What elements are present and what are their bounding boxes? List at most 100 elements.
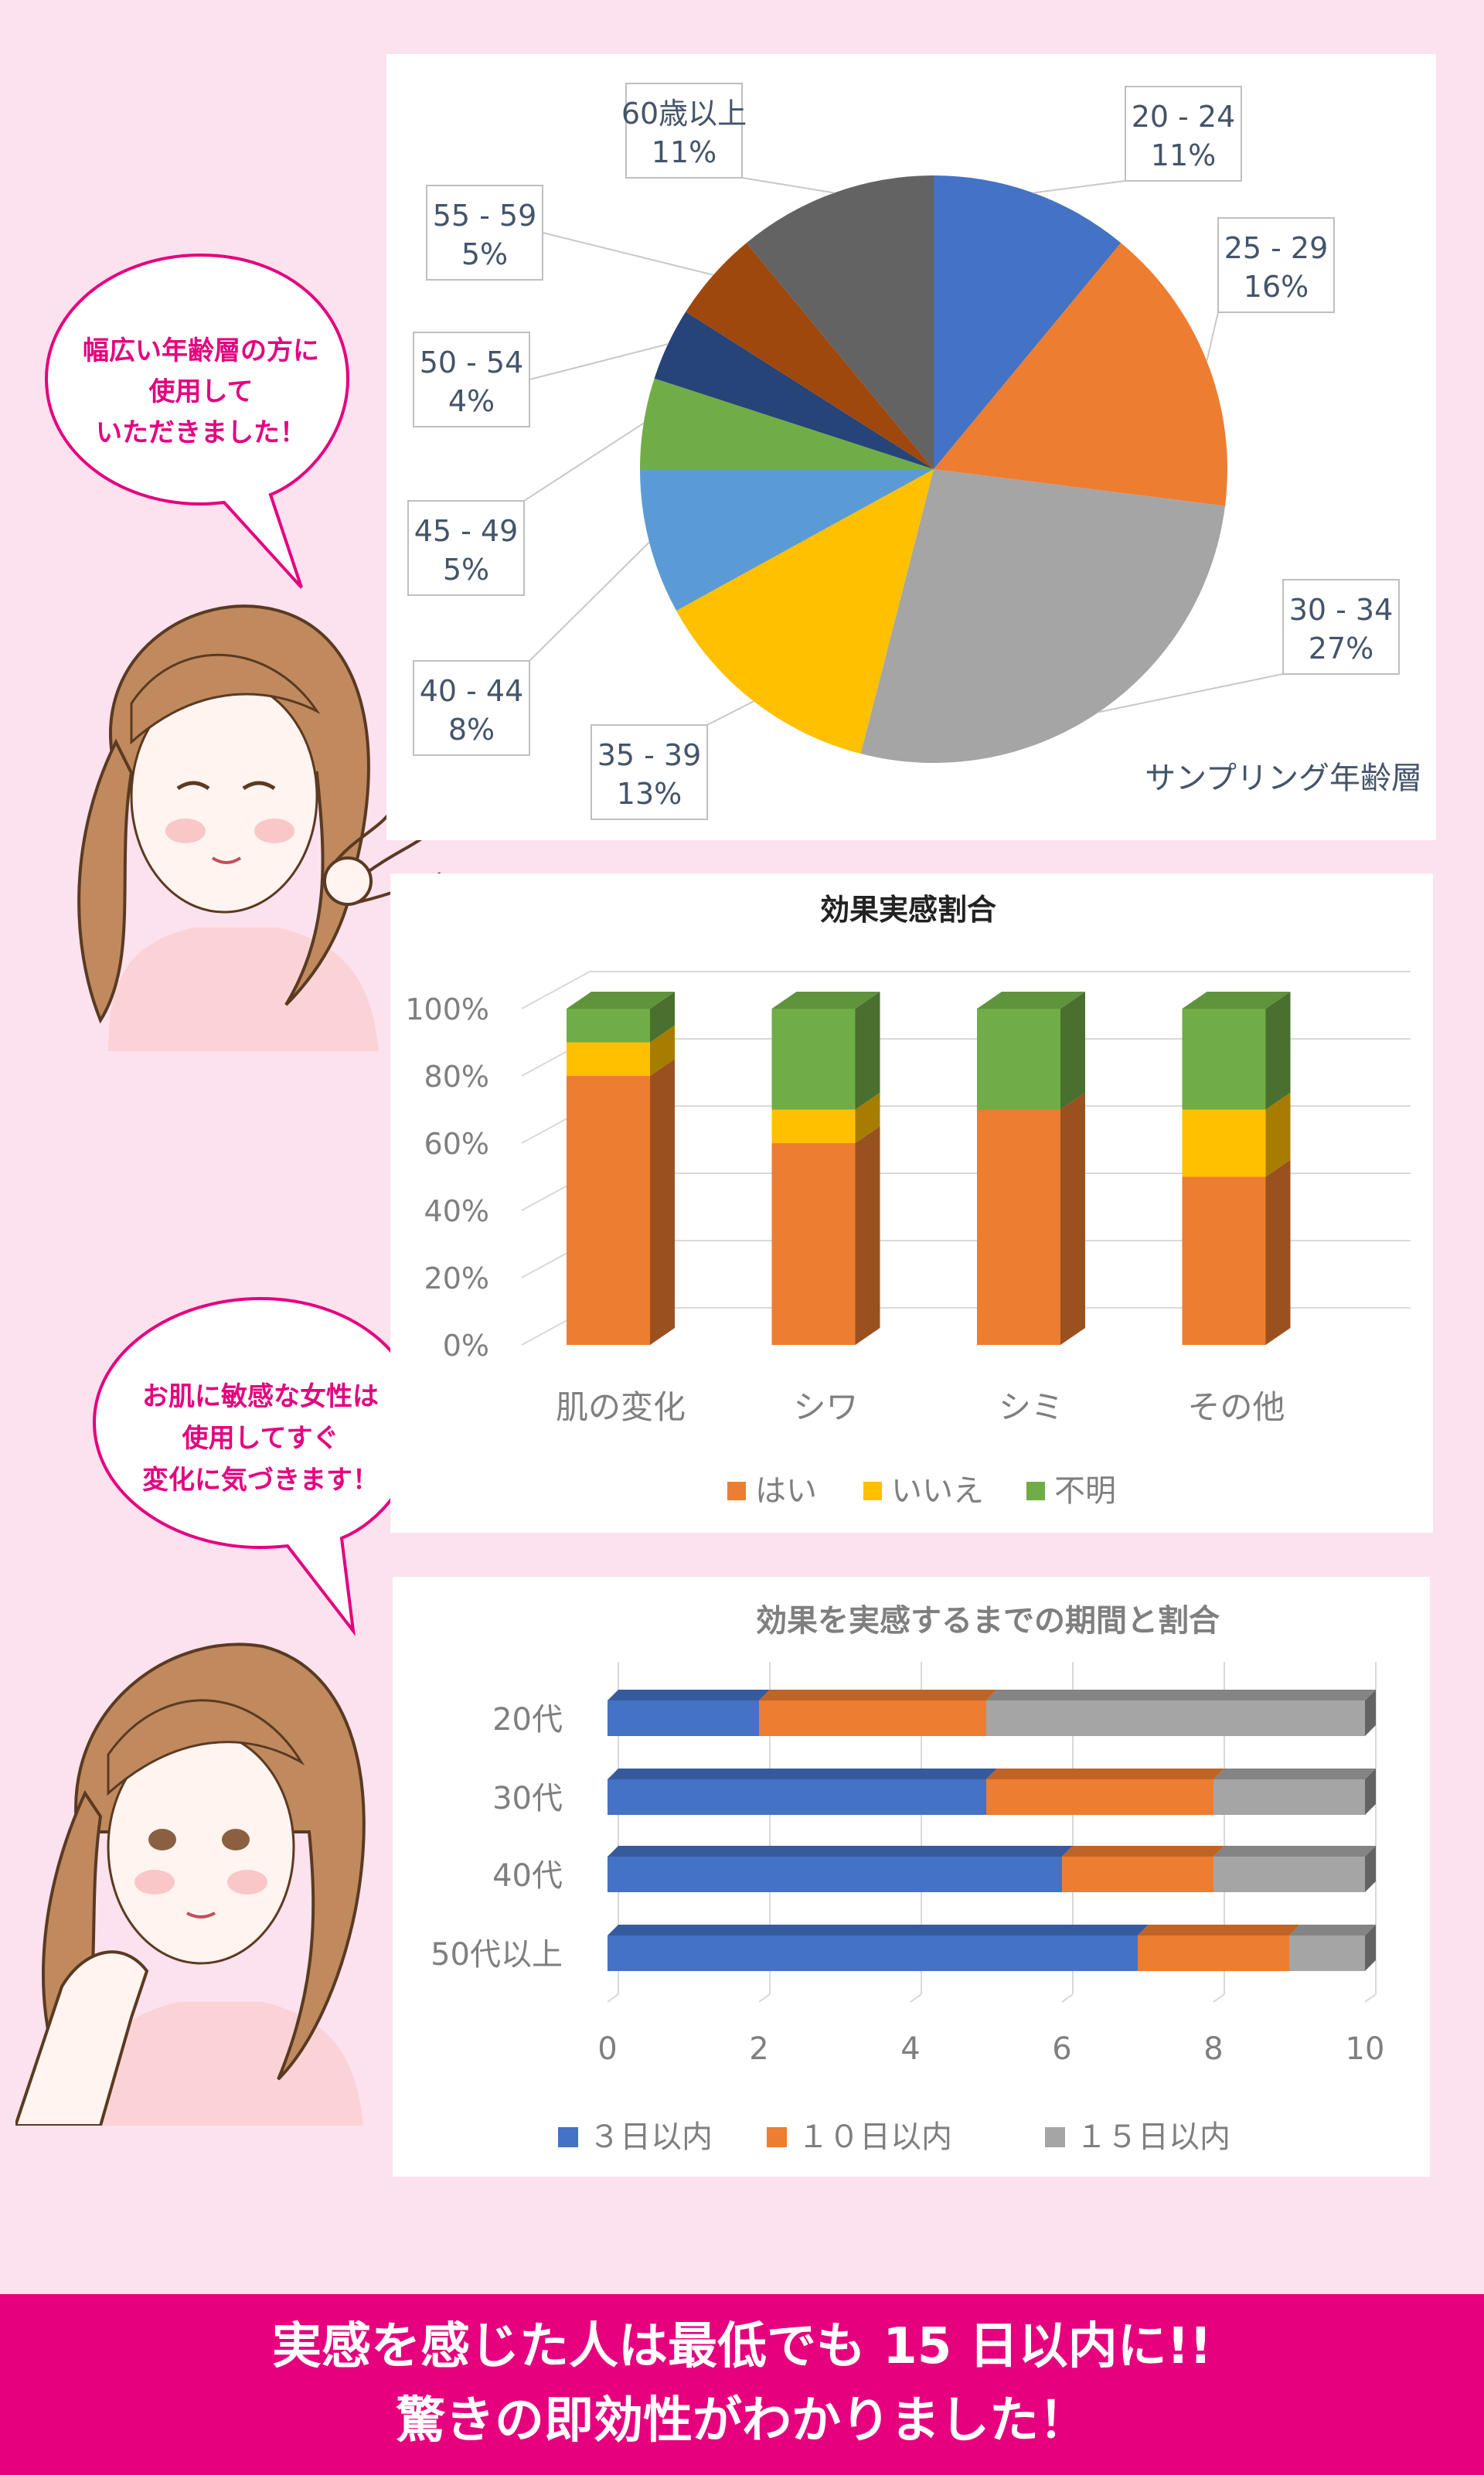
pie-label-box-5 <box>407 500 525 596</box>
effect-ytick-2: 40% <box>424 1194 489 1228</box>
effect-bar-1-0 <box>771 1143 856 1345</box>
period-legend-label-1: １０日以内 <box>798 2119 952 2155</box>
period-bar-0-2 <box>986 1700 1365 1736</box>
pie-chart-panel: 20 - 24 11% 25 - 29 16% 30 - 34 27% 35 - 39 13%… <box>386 54 1436 840</box>
speech-bubble-1: 幅広い年齢層の方に 使用して いただきました！ <box>44 253 350 589</box>
summary-banner: 実感を感じた人は最低でも 15 日以内に!! 驚きの即効性がわかりました！ <box>0 2294 1484 2475</box>
effect-ytick-0: 0% <box>443 1329 489 1363</box>
effect-bar-side-0-0 <box>650 1059 675 1345</box>
pie-slice-0 <box>934 175 1122 469</box>
pie-leader-3 <box>706 700 754 726</box>
pie-leader-5 <box>523 422 645 502</box>
period-gridline-foot-3 <box>1061 1993 1074 2003</box>
effect-bar-0-0 <box>567 1076 650 1345</box>
period-bar-0-0 <box>608 1700 759 1736</box>
pie-label-box-2 <box>1282 579 1400 675</box>
banner-line-1: 実感を感じた人は最低でも 15 日以内に!! <box>272 2318 1212 2375</box>
pie-label-value-7: 5% <box>461 237 508 271</box>
effect-chart: 効果実感割合 0% 20% 40% 60% 80% 100% 肌の変化 シワ シミ その他 はい… <box>405 893 1411 1509</box>
period-bar-top-0-0 <box>608 1690 770 1700</box>
effect-bar-3-2 <box>1182 1009 1266 1110</box>
bubble-1-line-3: いただきました！ <box>96 417 306 448</box>
pie-label-value-3: 13% <box>617 777 682 811</box>
period-bar-end-2 <box>1365 1846 1376 1892</box>
bubble-2-line-3: 変化に気づきます！ <box>142 1465 379 1496</box>
effect-bar-top-1 <box>771 992 880 1009</box>
period-bar-3-2 <box>1289 1935 1365 1971</box>
period-bar-top-1-1 <box>986 1769 1224 1779</box>
period-legend-label-0: ３日以内 <box>589 2119 713 2155</box>
period-legend-swatch-2 <box>1045 2127 1065 2147</box>
bubble-2-line-2: 使用してすぐ <box>182 1423 339 1454</box>
effect-category-2: シミ <box>999 1388 1064 1426</box>
effect-bar-side-1-2 <box>855 992 880 1110</box>
effect-bar-0-1 <box>567 1042 650 1076</box>
period-gridline-foot-0 <box>607 1993 619 2003</box>
pie-label-value-1: 16% <box>1244 270 1309 304</box>
effect-bar-2-0 <box>977 1109 1060 1345</box>
effect-bar-3-0 <box>1182 1176 1266 1345</box>
pie-label-category-6: 50 - 54 <box>420 346 524 380</box>
effect-legend-label-2: 不明 <box>1054 1473 1116 1509</box>
period-gridline-foot-4 <box>1213 1993 1225 2003</box>
effect-bar-side-2-2 <box>1060 992 1085 1110</box>
period-xtick-5: 10 <box>1346 2031 1385 2067</box>
bubble-1-line-2: 使用して <box>148 376 254 407</box>
period-chart-panel: 効果を実感するまでの期間と割合 0 2 4 6 8 10 20代 30代 40代 50代以上 ３… <box>393 1577 1430 2177</box>
pie-leader-0 <box>1033 180 1126 194</box>
effect-bar-side-2-0 <box>1060 1092 1085 1345</box>
pie-label-box-1 <box>1217 217 1335 313</box>
effect-category-1: シワ <box>793 1388 858 1426</box>
pie-label-value-5: 5% <box>443 553 489 587</box>
period-xtick-2: 4 <box>900 2031 920 2067</box>
pie-label-value-4: 8% <box>448 713 495 747</box>
effect-legend-label-0: はい <box>755 1473 817 1509</box>
period-bar-end-1 <box>1365 1769 1376 1815</box>
period-bar-top-3-1 <box>1138 1925 1300 1935</box>
woman-illustration-top <box>77 604 441 1051</box>
pie-label-category-4: 40 - 44 <box>420 674 524 708</box>
effect-category-3: その他 <box>1187 1388 1285 1426</box>
pie-label-box-6 <box>413 332 530 427</box>
pie-label-category-0: 20 - 24 <box>1132 100 1236 134</box>
period-bar-1-2 <box>1213 1779 1365 1815</box>
effect-bar-1-1 <box>771 1109 856 1143</box>
pie-label-category-1: 25 - 29 <box>1224 231 1329 265</box>
period-xtick-0: 0 <box>597 2031 617 2067</box>
period-bar-1-1 <box>986 1779 1213 1815</box>
effect-legend-swatch-1 <box>863 1482 882 1500</box>
pie-slice-4 <box>640 469 934 611</box>
pie-label-box-8 <box>625 83 743 179</box>
period-bar-end-0 <box>1365 1690 1376 1736</box>
period-bar-top-3-0 <box>608 1925 1149 1935</box>
effect-bar-1-2 <box>771 1009 856 1110</box>
period-xtick-4: 8 <box>1203 2031 1223 2067</box>
period-gridline-foot-2 <box>910 1993 922 2003</box>
period-category-1: 30代 <box>492 1781 563 1816</box>
pie-slice-1 <box>934 243 1227 506</box>
pie-label-box-7 <box>426 185 543 281</box>
effect-bar-3-1 <box>1182 1109 1266 1177</box>
period-bar-2-2 <box>1213 1857 1365 1892</box>
period-bar-1-0 <box>608 1779 986 1815</box>
effect-category-0: 肌の変化 <box>556 1388 686 1426</box>
pie-label-value-8: 11% <box>652 135 716 169</box>
period-legend-label-2: １５日以内 <box>1076 2119 1230 2155</box>
period-legend-swatch-0 <box>558 2127 578 2147</box>
period-gridline-foot-1 <box>758 1993 771 2003</box>
pie-slice-2 <box>860 469 1226 763</box>
pie-leader-6 <box>529 343 669 380</box>
period-category-0: 20代 <box>492 1702 563 1738</box>
effect-bar-side-0-1 <box>650 1025 675 1076</box>
period-category-2: 40代 <box>492 1858 563 1894</box>
period-bar-top-2-0 <box>608 1846 1073 1857</box>
pie-chart: 20 - 24 11% 25 - 29 16% 30 - 34 27% 35 - 39 13%… <box>407 83 1422 820</box>
effect-bar-0-2 <box>567 1009 650 1043</box>
pie-label-box-4 <box>413 660 530 756</box>
period-bar-3-1 <box>1138 1935 1289 1971</box>
period-bar-top-2-2 <box>1213 1846 1376 1857</box>
banner-line-2: 驚きの即効性がわかりました！ <box>396 2392 1088 2449</box>
period-gridline-foot-5 <box>1364 1993 1377 2003</box>
pie-label-category-3: 35 - 39 <box>597 738 702 772</box>
effect-bar-2-2 <box>977 1009 1060 1110</box>
